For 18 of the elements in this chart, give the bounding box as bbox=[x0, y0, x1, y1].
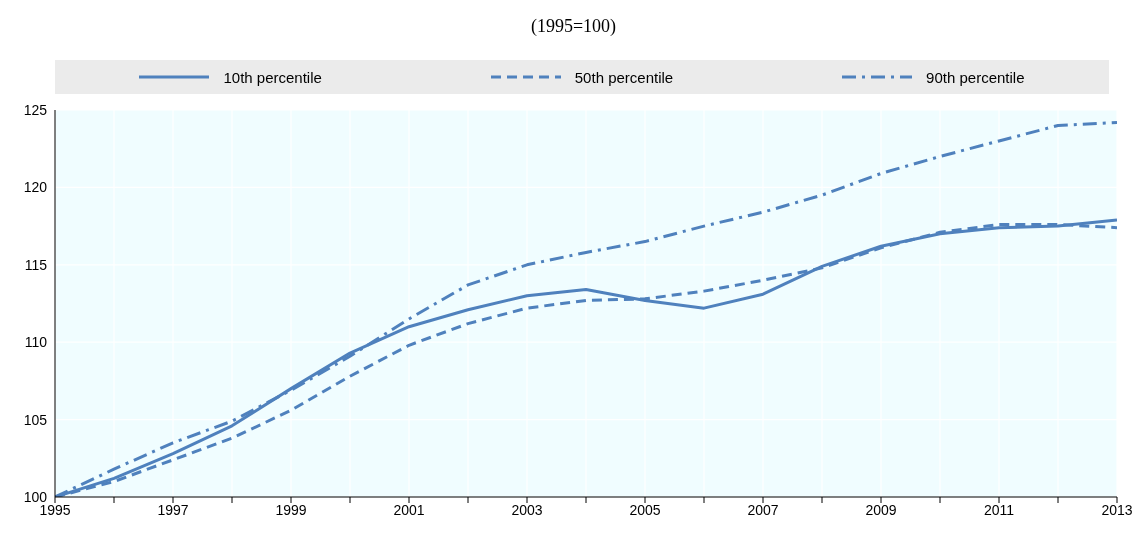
chart-title: (1995=100) bbox=[529, 15, 618, 38]
x-tick-label: 2013 bbox=[1101, 501, 1133, 518]
x-tick-label: 2003 bbox=[511, 501, 543, 518]
x-tick-label: 2005 bbox=[629, 501, 661, 518]
x-tick-label: 2011 bbox=[983, 501, 1015, 518]
x-tick-label: 2007 bbox=[747, 501, 779, 518]
x-tick-label: 2001 bbox=[393, 501, 425, 518]
y-tick-label: 115 bbox=[24, 256, 48, 273]
y-tick-label: 125 bbox=[23, 101, 48, 118]
x-tick-label: 1999 bbox=[275, 501, 307, 518]
legend-label: 90th percentile bbox=[926, 68, 1025, 86]
legend-label: 10th percentile bbox=[223, 68, 322, 86]
x-tick-label: 1997 bbox=[157, 501, 189, 518]
x-tick-label: 2009 bbox=[865, 501, 897, 518]
y-tick-label: 120 bbox=[23, 179, 48, 196]
y-tick-label: 110 bbox=[24, 334, 48, 351]
y-tick-label: 105 bbox=[23, 411, 48, 428]
legend-label: 50th percentile bbox=[574, 68, 674, 86]
